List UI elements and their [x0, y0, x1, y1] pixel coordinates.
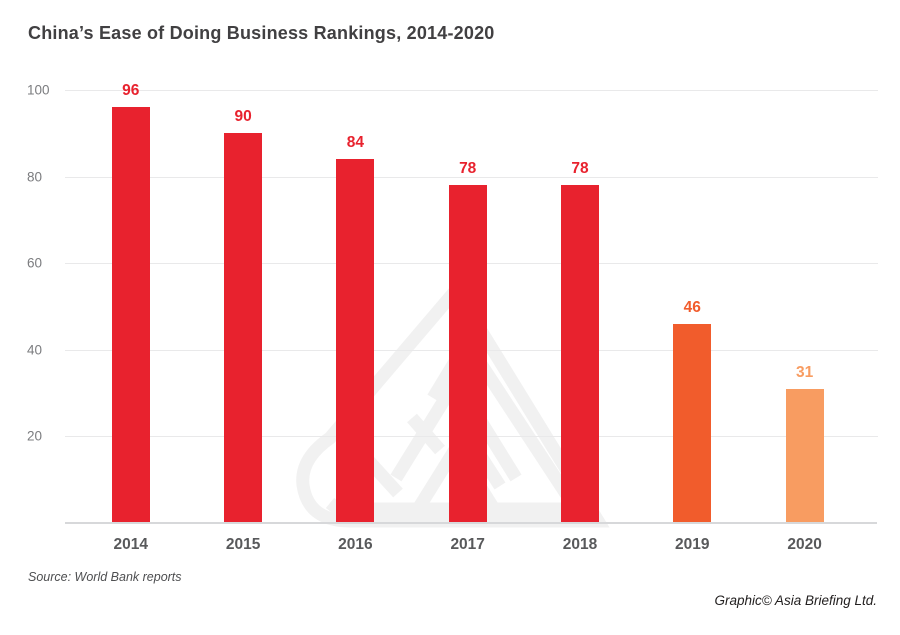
bar-2020: [785, 388, 824, 523]
x-axis-label-2017: 2017: [450, 536, 485, 553]
x-axis-label-2015: 2015: [225, 536, 261, 553]
gridline-80: [65, 176, 878, 178]
x-axis-label-2014: 2014: [113, 536, 149, 553]
bar-value-2019: 46: [683, 298, 701, 316]
x-axis-label-2019: 2019: [675, 536, 710, 553]
y-tick-label-40: 40: [27, 342, 43, 358]
bar-value-2018: 78: [571, 160, 589, 178]
source-note: Source: World Bank reports: [28, 570, 182, 584]
bar-2019: [673, 323, 712, 523]
bar-2016: [336, 159, 375, 523]
y-tick-label-80: 80: [27, 169, 43, 185]
bar-value-2014: 96: [122, 82, 140, 100]
bar-2018: [561, 185, 599, 523]
x-axis-label-2018: 2018: [562, 536, 598, 553]
x-axis-label-2016: 2016: [338, 536, 373, 553]
y-tick-label-60: 60: [27, 255, 43, 271]
bar-2017: [448, 185, 487, 523]
chart-title: China’s Ease of Doing Business Rankings,…: [28, 23, 495, 43]
bar-value-2015: 90: [234, 108, 252, 126]
gridline-100: [65, 90, 878, 91]
bar-chart: 96 90 84 78 78 46 31 20 40 60 80 100 2014 2015 2016 2…: [0, 82, 900, 560]
bar-2015: [224, 133, 263, 523]
bar-value-2020: 31: [795, 363, 814, 381]
x-axis-line: [65, 522, 877, 524]
bar-value-2016: 84: [346, 134, 365, 152]
y-tick-label-20: 20: [27, 428, 43, 444]
bar-value-2017: 78: [459, 160, 477, 178]
y-tick-label-100: 100: [27, 82, 50, 98]
x-axis-label-2020: 2020: [787, 536, 822, 553]
bar-2014: [111, 107, 150, 523]
plot-area: 96 90 84 78 78 46 31: [65, 82, 878, 523]
credit-line: Graphic© Asia Briefing Ltd.: [714, 593, 877, 608]
